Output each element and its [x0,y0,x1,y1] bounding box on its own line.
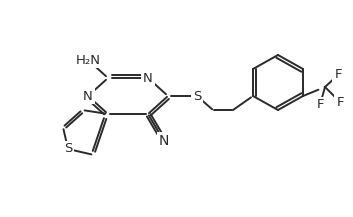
Text: F: F [336,95,344,108]
Text: S: S [193,89,201,102]
Text: N: N [159,134,169,148]
Text: H₂N: H₂N [76,54,101,66]
Text: S: S [64,143,72,156]
Text: N: N [143,71,153,84]
Text: N: N [83,89,93,102]
Text: F: F [316,99,324,112]
Text: F: F [334,69,342,82]
